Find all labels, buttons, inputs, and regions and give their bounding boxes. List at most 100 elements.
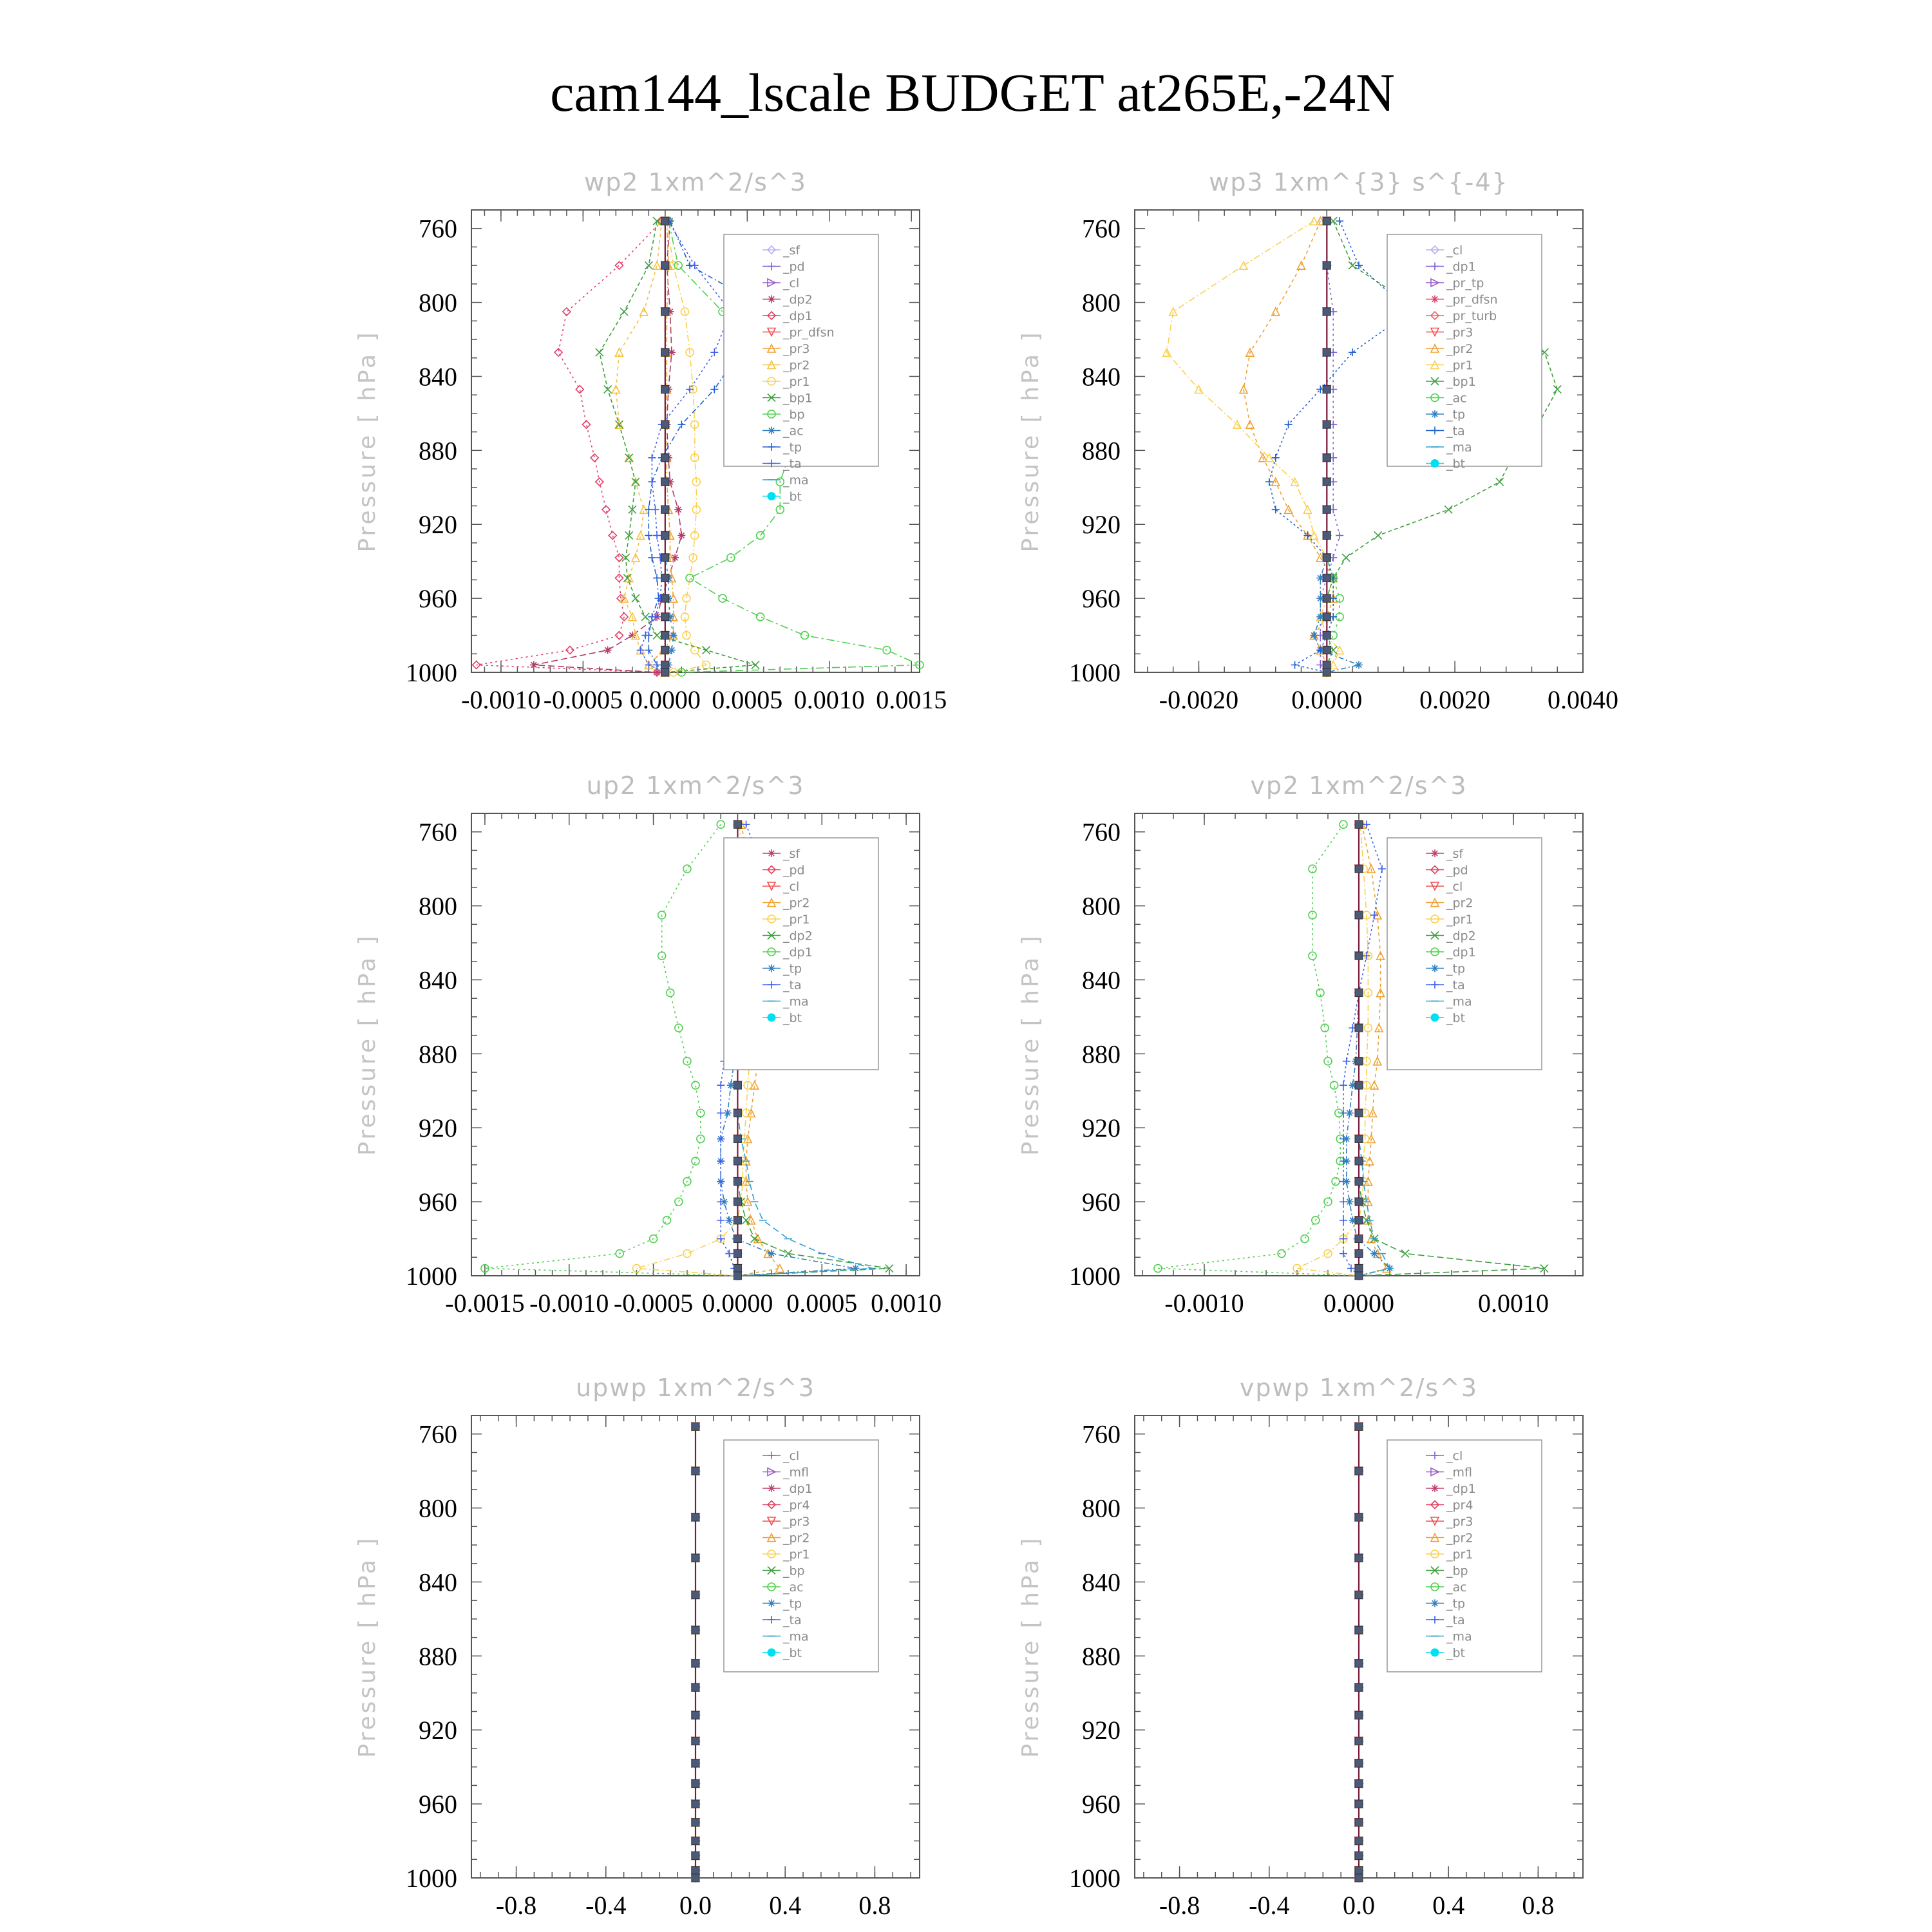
- data-point: [619, 612, 629, 621]
- panel-title: wp3 1xm^{3} s^{-4}: [1209, 168, 1508, 196]
- data-point: [1153, 1264, 1162, 1273]
- legend-marker: [768, 1452, 775, 1459]
- legend-marker: [768, 1599, 775, 1607]
- legend-marker: [767, 492, 776, 500]
- data-point: [645, 646, 653, 654]
- legend-marker: [1430, 1467, 1440, 1477]
- data-point: [641, 631, 650, 639]
- data-point: [582, 420, 591, 430]
- series-pr2: [1238, 216, 1338, 677]
- y-tick-label: 920: [1082, 1716, 1121, 1745]
- series-line: [599, 221, 756, 673]
- y-axis-label: Pressure [ hPa ]: [1018, 933, 1044, 1155]
- y-tick-label: 920: [1082, 1113, 1121, 1142]
- zero-profile-marker: [661, 477, 670, 486]
- data-point: [755, 531, 765, 540]
- data-point: [632, 1264, 641, 1273]
- zero-profile-marker: [1354, 1736, 1363, 1745]
- series-line: [1268, 220, 1411, 673]
- legend-marker: [767, 278, 777, 288]
- legend-label: _pr4: [1446, 1499, 1473, 1513]
- legend-label: _tp: [782, 440, 802, 455]
- y-tick-label: 840: [1082, 1567, 1121, 1596]
- x-tick-label: 0.0000: [630, 685, 701, 714]
- y-tick-label: 1000: [406, 1262, 457, 1291]
- zero-profile-marker: [1354, 1249, 1363, 1258]
- legend-marker: [1430, 245, 1440, 255]
- data-point: [674, 506, 683, 514]
- data-point: [882, 645, 891, 655]
- data-point: [1374, 531, 1383, 540]
- data-point: [671, 553, 679, 562]
- zero-profile-marker: [733, 1249, 742, 1258]
- legend-label: _pr2: [782, 359, 810, 373]
- y-tick-label: 1000: [1069, 658, 1121, 687]
- data-point: [1328, 659, 1338, 670]
- legend-label: _cl: [1446, 243, 1463, 258]
- data-point: [1366, 864, 1376, 873]
- panel-3: up2 1xm^2/s^3 Pressure [ hPa ] 760 800 840 88…: [354, 772, 942, 1318]
- legend-marker: [1430, 1013, 1439, 1022]
- legend-label: _pr4: [782, 1499, 810, 1513]
- data-point: [1340, 1235, 1347, 1243]
- data-point: [1194, 384, 1204, 394]
- x-tick-label: 0.0015: [876, 685, 947, 714]
- data-point: [636, 646, 645, 654]
- data-point: [690, 531, 699, 540]
- legend: _cl _mfl _dp1 _pr4 _pr3 _pr2 _pr1 _bp _ac _tp _ta _…: [723, 1439, 879, 1672]
- legend-label: _pr3: [782, 1515, 810, 1529]
- legend-label: _ta: [1446, 978, 1465, 992]
- y-tick-label: 800: [1082, 1494, 1121, 1523]
- x-tick-label: 0.0: [679, 1891, 712, 1920]
- data-point: [652, 667, 662, 677]
- legend-marker: [767, 1566, 776, 1575]
- data-point: [652, 216, 661, 225]
- data-point: [677, 421, 686, 429]
- data-point: [1258, 453, 1268, 462]
- series-line: [1166, 220, 1341, 673]
- data-point: [1444, 505, 1453, 514]
- series-ta: [1340, 820, 1386, 1280]
- data-point: [669, 631, 677, 639]
- legend-marker: [767, 393, 776, 402]
- data-point: [680, 307, 690, 316]
- data-point: [657, 911, 667, 920]
- legend-label: _sf: [1446, 847, 1464, 861]
- zero-profile-marker: [1354, 1837, 1363, 1846]
- data-point: [775, 505, 785, 515]
- data-point: [1303, 531, 1312, 540]
- legend-box: [1387, 1439, 1542, 1672]
- legend-label: _dp2: [782, 293, 813, 307]
- x-tick-label: -0.0010: [461, 685, 540, 714]
- data-point: [726, 1081, 735, 1090]
- data-point: [1342, 1057, 1350, 1065]
- zero-profile-marker: [733, 1134, 742, 1143]
- data-point: [688, 553, 697, 562]
- legend-label: _ta: [782, 457, 802, 471]
- zero-profile-marker: [1354, 1216, 1363, 1225]
- data-point: [645, 506, 653, 514]
- data-point: [1271, 506, 1280, 514]
- data-point: [784, 1249, 793, 1258]
- legend-marker: [1430, 1532, 1440, 1542]
- series-dp1: [1153, 820, 1363, 1280]
- plot-frame: [471, 813, 920, 1276]
- data-point: [851, 1264, 860, 1273]
- legend-label: _bp1: [1446, 375, 1476, 389]
- data-point: [668, 646, 676, 654]
- y-tick-label: 800: [1082, 289, 1121, 317]
- data-point: [1340, 1157, 1347, 1165]
- zero-profile-marker: [1354, 1081, 1363, 1090]
- data-point: [1336, 531, 1344, 540]
- legend-label: _bt: [782, 1011, 802, 1025]
- legend-marker: [767, 1549, 776, 1558]
- legend-label: _pr1: [1446, 359, 1473, 373]
- legend-marker: [1430, 1517, 1440, 1526]
- series-line: [1243, 220, 1334, 672]
- legend-label: _bp: [782, 1564, 805, 1578]
- data-point: [680, 612, 690, 621]
- data-point: [1316, 216, 1325, 226]
- data-point: [590, 453, 600, 462]
- series-pr3: [644, 216, 678, 677]
- legend-marker: [1431, 1599, 1439, 1607]
